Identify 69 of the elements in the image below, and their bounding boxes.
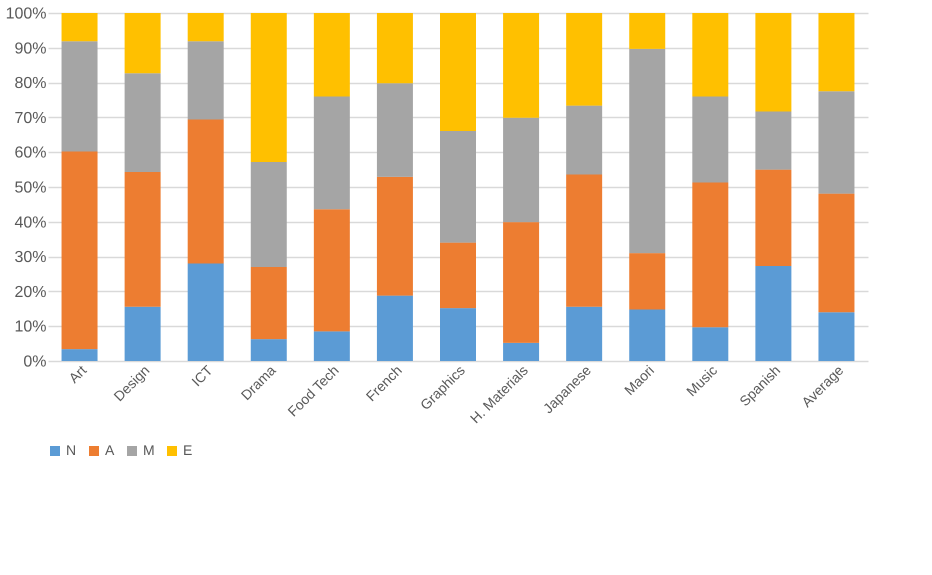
bar	[314, 96, 350, 210]
bar	[566, 306, 602, 361]
bar	[188, 41, 224, 120]
y-tick-label: 0%	[23, 354, 46, 370]
bar	[818, 312, 854, 361]
y-tick-label: 60%	[14, 144, 46, 162]
bar	[376, 296, 413, 361]
bar	[250, 267, 287, 340]
bar	[188, 13, 224, 42]
y-tick-label: 70%	[14, 110, 46, 127]
bar	[503, 222, 540, 343]
bar	[440, 242, 476, 308]
bar	[376, 176, 413, 296]
bar	[755, 13, 792, 112]
bar	[818, 194, 854, 312]
bar	[314, 209, 350, 332]
legend-label: N	[66, 442, 76, 458]
bar	[188, 119, 224, 264]
legend-label: E	[183, 442, 192, 458]
bar	[503, 118, 540, 222]
bar	[62, 349, 98, 361]
bar	[692, 182, 728, 328]
bar	[755, 266, 792, 361]
bar	[376, 83, 413, 177]
bar	[62, 13, 98, 42]
bar	[188, 264, 224, 361]
bar	[629, 309, 666, 361]
bar	[692, 327, 728, 361]
x-tick-label: Art	[65, 362, 90, 386]
bar	[755, 170, 792, 266]
bar	[440, 308, 476, 361]
y-tick-label: 80%	[14, 75, 46, 92]
bar	[124, 306, 161, 361]
bar	[692, 13, 728, 97]
bar	[124, 172, 161, 307]
bar	[818, 91, 854, 194]
bar	[62, 152, 98, 350]
y-tick-label: 20%	[14, 284, 46, 301]
bar	[62, 41, 98, 152]
bar	[440, 130, 476, 243]
bar	[440, 13, 476, 131]
bar	[250, 339, 287, 361]
y-tick-label: 10%	[14, 318, 46, 336]
y-tick-label: 100%	[6, 6, 46, 22]
y-tick-label: 50%	[14, 180, 46, 196]
bar	[629, 13, 666, 49]
bar	[314, 13, 350, 97]
bar	[250, 13, 287, 162]
y-tick-label: 90%	[14, 40, 46, 58]
bar	[755, 111, 792, 170]
bar	[566, 174, 602, 307]
bar	[124, 13, 161, 74]
y-tick-label: 40%	[14, 214, 46, 232]
bar	[503, 13, 540, 118]
bar	[629, 48, 666, 254]
bar	[566, 13, 602, 106]
bar	[818, 13, 854, 92]
bar	[376, 13, 413, 84]
bar	[124, 73, 161, 172]
bar	[566, 106, 602, 174]
bar	[250, 162, 287, 268]
legend-label: A	[105, 442, 115, 458]
bar	[629, 253, 666, 310]
bar	[503, 342, 540, 361]
x-tick-label: ICT	[188, 362, 216, 390]
bar	[314, 331, 350, 361]
y-tick-label: 30%	[14, 249, 46, 266]
legend-label: M	[143, 442, 155, 458]
bar	[692, 96, 728, 182]
